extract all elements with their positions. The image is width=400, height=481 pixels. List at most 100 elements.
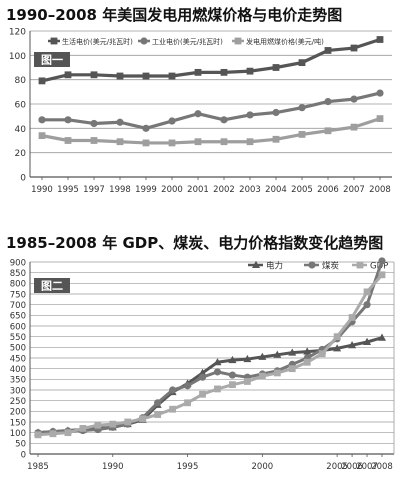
data-point-s2-20	[333, 333, 341, 341]
x-tick-label: 1997	[83, 185, 105, 195]
data-point-s2-5	[109, 420, 117, 428]
y-tick-label: 250	[10, 397, 26, 407]
series-line-2	[37, 273, 384, 437]
x-tick-label: 2000	[252, 462, 274, 472]
data-point-s0-7	[220, 68, 228, 76]
data-point-s2-1	[49, 430, 57, 438]
x-tick-label: 2005	[291, 185, 313, 195]
x-tick-label: 1990	[31, 185, 53, 195]
x-tick-label: 1995	[57, 185, 79, 195]
data-point-s1-11	[198, 373, 207, 381]
data-point-s1-8	[246, 111, 254, 119]
data-point-s2-16	[273, 369, 281, 377]
panel-label-2: 图二	[41, 280, 63, 293]
data-point-s2-1	[64, 137, 72, 144]
x-tick-label: 2002	[213, 185, 235, 195]
data-point-s0-2	[90, 71, 98, 79]
data-point-s2-15	[258, 372, 266, 380]
data-point-s1-23	[378, 257, 386, 265]
data-point-s1-2	[90, 119, 98, 128]
data-point-s1-1	[64, 116, 72, 124]
y-tick-label: 700	[10, 301, 26, 311]
y-tick-label: 900	[10, 258, 26, 268]
data-point-s0-3	[116, 72, 124, 80]
data-point-s1-10	[183, 382, 192, 390]
legend-marker-1	[140, 37, 148, 45]
data-point-s0-12	[350, 44, 358, 52]
x-tick-label: 2008	[369, 185, 391, 195]
data-point-s0-18	[303, 347, 312, 355]
legend-label-2: 发电用燃煤价格(美元/吨)	[246, 37, 324, 46]
data-point-s0-9	[272, 64, 280, 71]
x-tick-label: 1998	[109, 185, 131, 195]
y-tick-label: 450	[10, 354, 26, 364]
data-point-s1-6	[194, 110, 202, 118]
y-tick-label: 500	[10, 344, 26, 354]
series-line-0	[41, 37, 381, 83]
data-point-s0-23	[378, 333, 386, 341]
y-tick-label: 750	[10, 290, 26, 300]
series-line-0	[37, 336, 383, 435]
data-point-s2-0	[38, 132, 46, 140]
legend-marker-1	[308, 261, 316, 269]
data-point-s0-16	[273, 350, 282, 358]
legend-label-1: 工业电价(美元/兆瓦时)	[152, 37, 223, 46]
chart-2-svg: 0501001502002503003504004505005506006507…	[10, 257, 395, 472]
data-point-s1-10	[298, 104, 306, 112]
x-tick-label: 2007	[356, 462, 378, 472]
data-point-s0-13	[228, 355, 237, 364]
data-point-s0-15	[258, 352, 267, 360]
y-tick-label: 20	[15, 149, 27, 159]
y-tick-label: 0	[20, 174, 26, 184]
x-tick-label: 1995	[177, 462, 199, 472]
data-point-s0-17	[288, 348, 297, 356]
legend-marker-2	[234, 37, 242, 45]
data-point-s2-5	[168, 139, 176, 147]
panel-label-1: 图一	[41, 54, 63, 67]
data-point-s0-14	[243, 354, 252, 363]
y-tick-label: 200	[10, 408, 26, 418]
data-point-s1-4	[142, 124, 150, 132]
x-tick-label: 2006	[317, 185, 339, 195]
data-point-s0-6	[194, 68, 202, 76]
x-tick-label: 2000	[161, 185, 183, 195]
y-tick-label: 0	[21, 450, 26, 460]
data-point-s1-13	[376, 89, 384, 97]
data-point-s0-11	[324, 47, 332, 54]
data-point-s1-22	[363, 301, 371, 309]
data-point-s2-21	[348, 314, 356, 321]
data-point-s1-12	[213, 368, 222, 376]
chart-2-title: 1985–2008 年 GDP、煤炭、电力价格指数变化趋势图	[6, 234, 384, 252]
data-point-s1-5	[168, 117, 176, 125]
data-point-s2-4	[94, 421, 102, 429]
chart-2: 1985–2008 年 GDP、煤炭、电力价格指数变化趋势图 0 50 100 150…	[0, 228, 400, 481]
data-point-s0-1	[64, 71, 72, 79]
data-point-s2-8	[246, 138, 254, 146]
data-point-s2-13	[229, 381, 236, 389]
data-point-s1-13	[228, 371, 237, 379]
data-point-s2-14	[243, 378, 251, 385]
data-point-s1-11	[324, 97, 332, 106]
legend-marker-0	[50, 37, 58, 45]
data-point-s0-0	[38, 77, 46, 85]
y-tick-label: 40	[15, 125, 27, 135]
y-tick-label: 60	[15, 101, 27, 111]
x-tick-label: 2007	[343, 185, 365, 195]
data-point-s2-10	[298, 131, 306, 138]
data-point-s2-19	[318, 350, 326, 358]
x-tick-label: 2003	[239, 185, 261, 195]
data-point-s2-11	[324, 127, 332, 135]
data-point-s1-7	[220, 116, 228, 124]
panel-label-2-bg	[34, 278, 70, 293]
y-tick-label: 300	[10, 386, 26, 396]
data-point-s2-3	[79, 425, 87, 432]
data-point-s2-12	[214, 385, 221, 393]
data-point-s2-2	[64, 429, 72, 437]
legend-marker-0	[252, 260, 260, 268]
panel-label-1-bg	[34, 52, 70, 67]
data-point-s0-5	[168, 72, 176, 80]
y-tick-label: 650	[10, 312, 26, 322]
data-point-s0-21	[348, 341, 357, 349]
y-tick-label: 550	[10, 333, 26, 343]
legend-marker-2	[356, 261, 364, 269]
